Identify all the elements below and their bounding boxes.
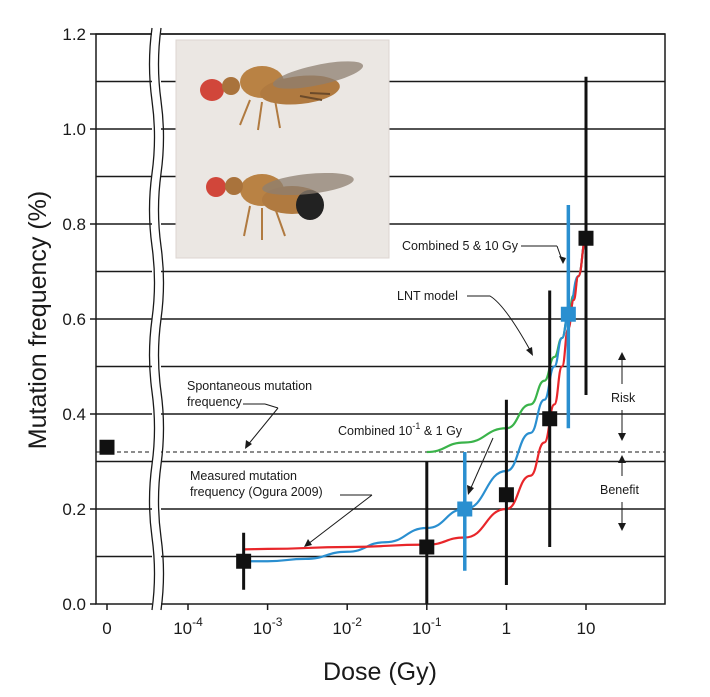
axis-break — [148, 27, 165, 611]
measured-point — [498, 487, 514, 503]
x-axis-ticks: 0 10-4 10-3 10-2 10-1 1 10 — [102, 604, 595, 638]
x-tick-label: 10 — [577, 619, 596, 638]
risk-benefit-arrows: Risk Benefit — [600, 352, 639, 531]
x-tick-label: 10-2 — [332, 615, 362, 638]
annot-spont-line1: Spontaneous mutation — [187, 379, 312, 393]
annot-combined-low: Combined 10-1 & 1 Gy — [338, 421, 463, 438]
fly-bottom-icon — [206, 172, 354, 240]
y-tick-label: 1.0 — [62, 120, 86, 139]
x-tick-label: 10-1 — [412, 615, 442, 638]
annot-spont-line2: frequency — [187, 395, 243, 409]
x-tick-label: 0 — [102, 619, 111, 638]
annot-lnt: LNT model — [397, 289, 458, 303]
model-curves — [243, 237, 588, 563]
annotations: Combined 5 & 10 Gy LNT model Spontaneous… — [187, 239, 639, 547]
measured-point — [99, 439, 115, 455]
y-tick-label: 1.2 — [62, 25, 86, 44]
measured-point — [236, 553, 252, 569]
y-tick-label: 0.4 — [62, 405, 86, 424]
x-tick-label: 10-4 — [173, 615, 203, 638]
combined-point — [457, 501, 473, 517]
fly-photo-inset — [175, 39, 390, 259]
measured-point — [578, 230, 594, 246]
data-points — [99, 230, 594, 569]
y-tick-label: 0.6 — [62, 310, 86, 329]
annot-measured-line1: Measured mutation — [190, 469, 297, 483]
measured-point — [419, 539, 435, 555]
combined-point — [560, 306, 576, 322]
fly-top-icon — [200, 61, 364, 131]
measured-point — [542, 411, 558, 427]
y-tick-label: 0.2 — [62, 500, 86, 519]
curve-series-2 — [243, 237, 588, 551]
x-tick-label: 1 — [502, 619, 511, 638]
y-axis-ticks: 0.0 0.2 0.4 0.6 0.8 1.0 1.2 — [62, 25, 96, 614]
y-tick-label: 0.8 — [62, 215, 86, 234]
x-axis-title: Dose (Gy) — [323, 658, 437, 686]
y-axis-title: Mutation frequency (%) — [24, 191, 52, 449]
annot-risk: Risk — [611, 391, 636, 405]
annot-combined-high: Combined 5 & 10 Gy — [402, 239, 519, 253]
annot-measured-line2: frequency (Ogura 2009) — [190, 485, 323, 499]
y-tick-label: 0.0 — [62, 595, 86, 614]
annot-benefit: Benefit — [600, 483, 639, 497]
x-tick-label: 10-3 — [253, 615, 283, 638]
